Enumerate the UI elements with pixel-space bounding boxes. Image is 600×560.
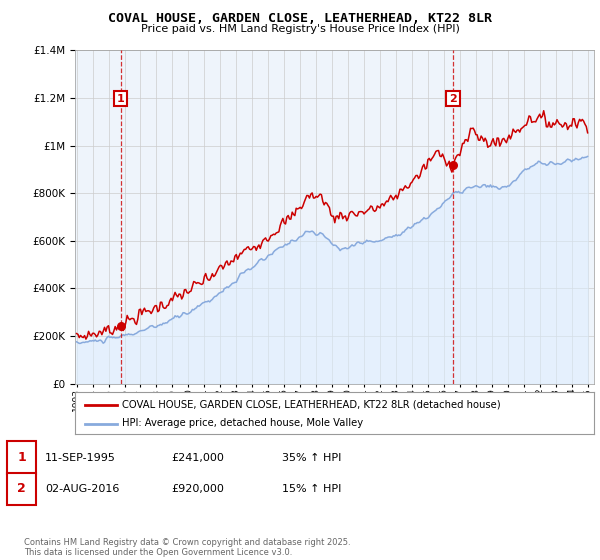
Point	[448, 160, 458, 169]
Text: £241,000: £241,000	[171, 452, 224, 463]
Text: 2: 2	[17, 482, 26, 496]
Text: £920,000: £920,000	[171, 484, 224, 494]
Text: 02-AUG-2016: 02-AUG-2016	[45, 484, 119, 494]
Text: 11-SEP-1995: 11-SEP-1995	[45, 452, 116, 463]
Text: 35% ↑ HPI: 35% ↑ HPI	[282, 452, 341, 463]
Text: 1: 1	[17, 451, 26, 464]
Text: COVAL HOUSE, GARDEN CLOSE, LEATHERHEAD, KT22 8LR: COVAL HOUSE, GARDEN CLOSE, LEATHERHEAD, …	[108, 12, 492, 25]
Text: Contains HM Land Registry data © Crown copyright and database right 2025.
This d: Contains HM Land Registry data © Crown c…	[24, 538, 350, 557]
Point	[116, 322, 125, 331]
Text: 2: 2	[449, 94, 457, 104]
Text: 1: 1	[116, 94, 124, 104]
Text: 15% ↑ HPI: 15% ↑ HPI	[282, 484, 341, 494]
Text: COVAL HOUSE, GARDEN CLOSE, LEATHERHEAD, KT22 8LR (detached house): COVAL HOUSE, GARDEN CLOSE, LEATHERHEAD, …	[122, 400, 500, 409]
Text: HPI: Average price, detached house, Mole Valley: HPI: Average price, detached house, Mole…	[122, 418, 363, 428]
Text: Price paid vs. HM Land Registry's House Price Index (HPI): Price paid vs. HM Land Registry's House …	[140, 24, 460, 34]
